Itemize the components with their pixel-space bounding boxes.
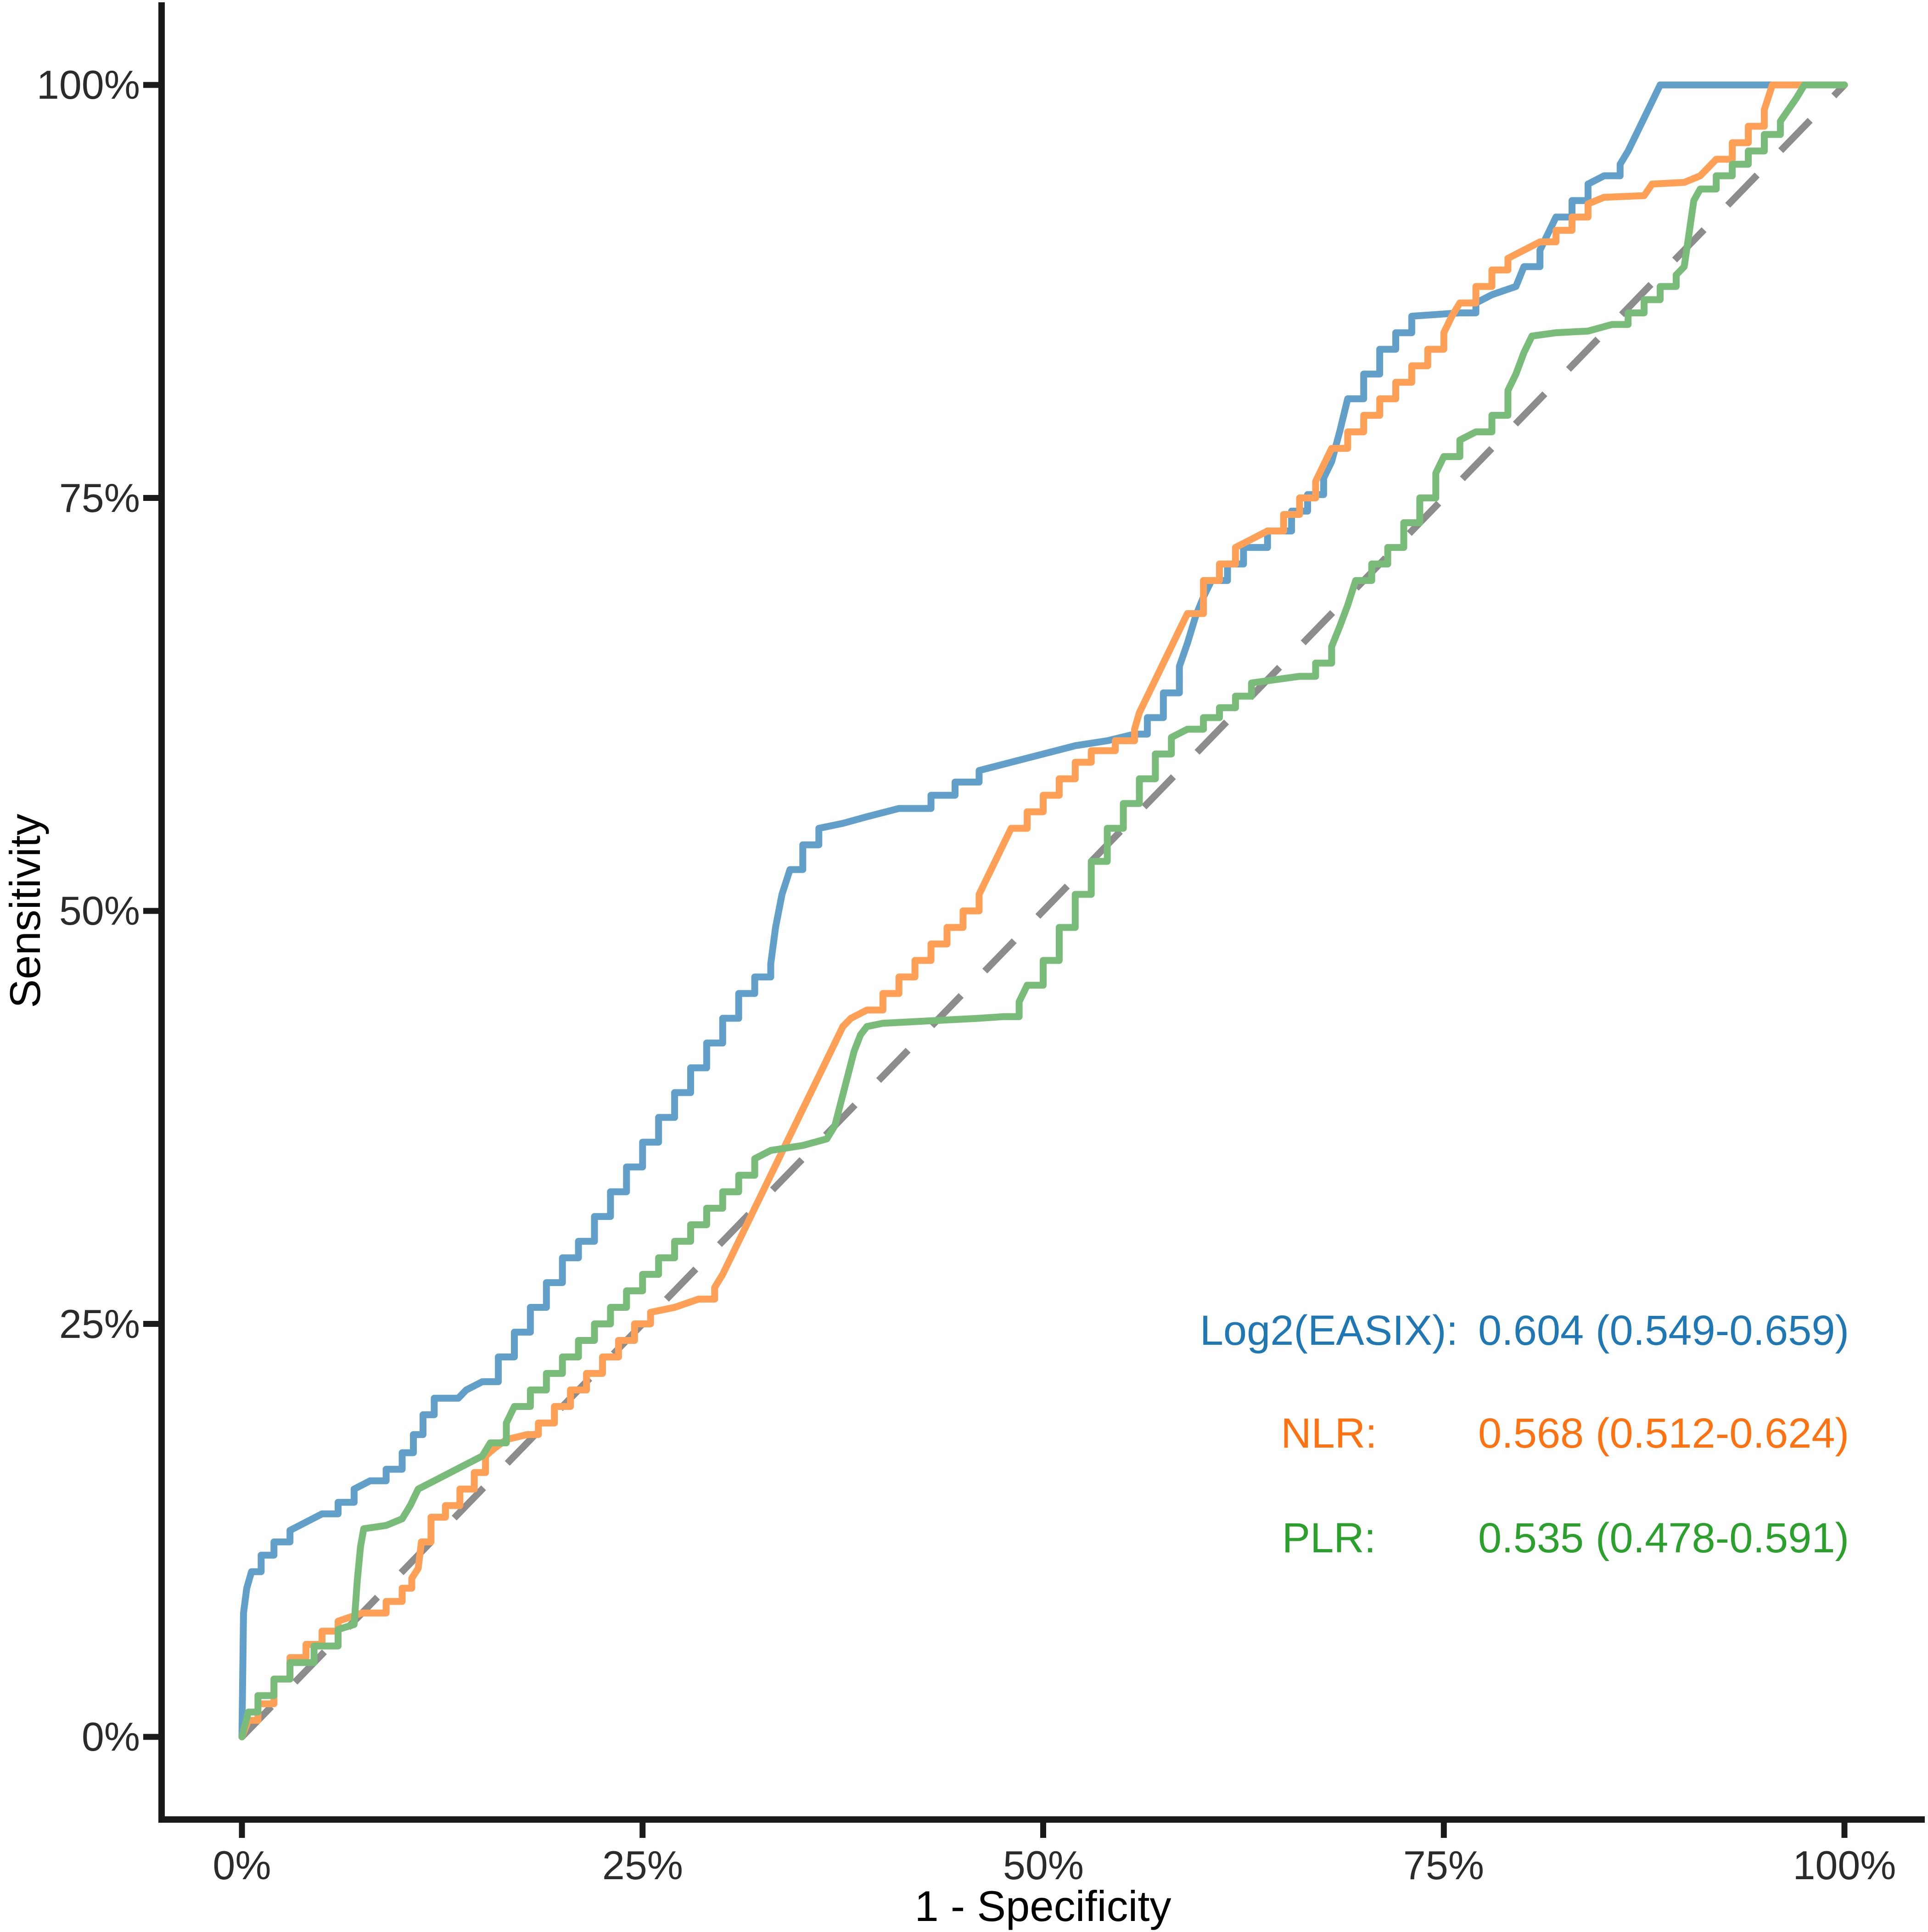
y-tick-label-25: 25% — [59, 1301, 140, 1347]
x-axis-title: 1 - Specificity — [914, 1882, 1171, 1930]
y-tick-label-100: 100% — [36, 62, 140, 107]
x-tick-label-0: 0% — [213, 1842, 271, 1888]
roc-curve-plr — [238, 81, 1848, 1741]
y-tick-label-75: 75% — [59, 475, 140, 521]
x-tick-label-25: 25% — [602, 1842, 684, 1888]
legend-label-log2easix: Log2(EASIX): — [1199, 1307, 1458, 1354]
legend-label-nlr: NLR: — [1281, 1410, 1377, 1457]
x-tick-label-50: 50% — [1003, 1842, 1084, 1888]
legend-value-log2easix: 0.604 (0.549-0.659) — [1478, 1307, 1850, 1354]
y-tick-label-50: 50% — [59, 888, 140, 933]
legend-value-plr: 0.535 (0.478-0.591) — [1478, 1515, 1850, 1561]
legend-value-nlr: 0.568 (0.512-0.624) — [1478, 1410, 1850, 1457]
y-tick-label-0: 0% — [81, 1714, 140, 1759]
x-tick-label-75: 75% — [1403, 1842, 1485, 1888]
legend-label-plr: PLR: — [1282, 1515, 1376, 1561]
legend-row-nlr: NLR: 0.568 (0.512-0.624) — [1180, 1405, 1849, 1462]
reference-diagonal-line — [239, 82, 1847, 1740]
legend-row-plr: PLR: 0.535 (0.478-0.591) — [1180, 1510, 1849, 1567]
roc-curve-nlr — [238, 81, 1848, 1741]
y-axis-title: Sensitivity — [1, 814, 49, 1008]
roc-curve-log2easix — [238, 81, 1848, 1741]
legend-row-log2easix: Log2(EASIX): 0.604 (0.549-0.659) — [1180, 1302, 1849, 1359]
x-tick-label-100: 100% — [1793, 1842, 1896, 1888]
